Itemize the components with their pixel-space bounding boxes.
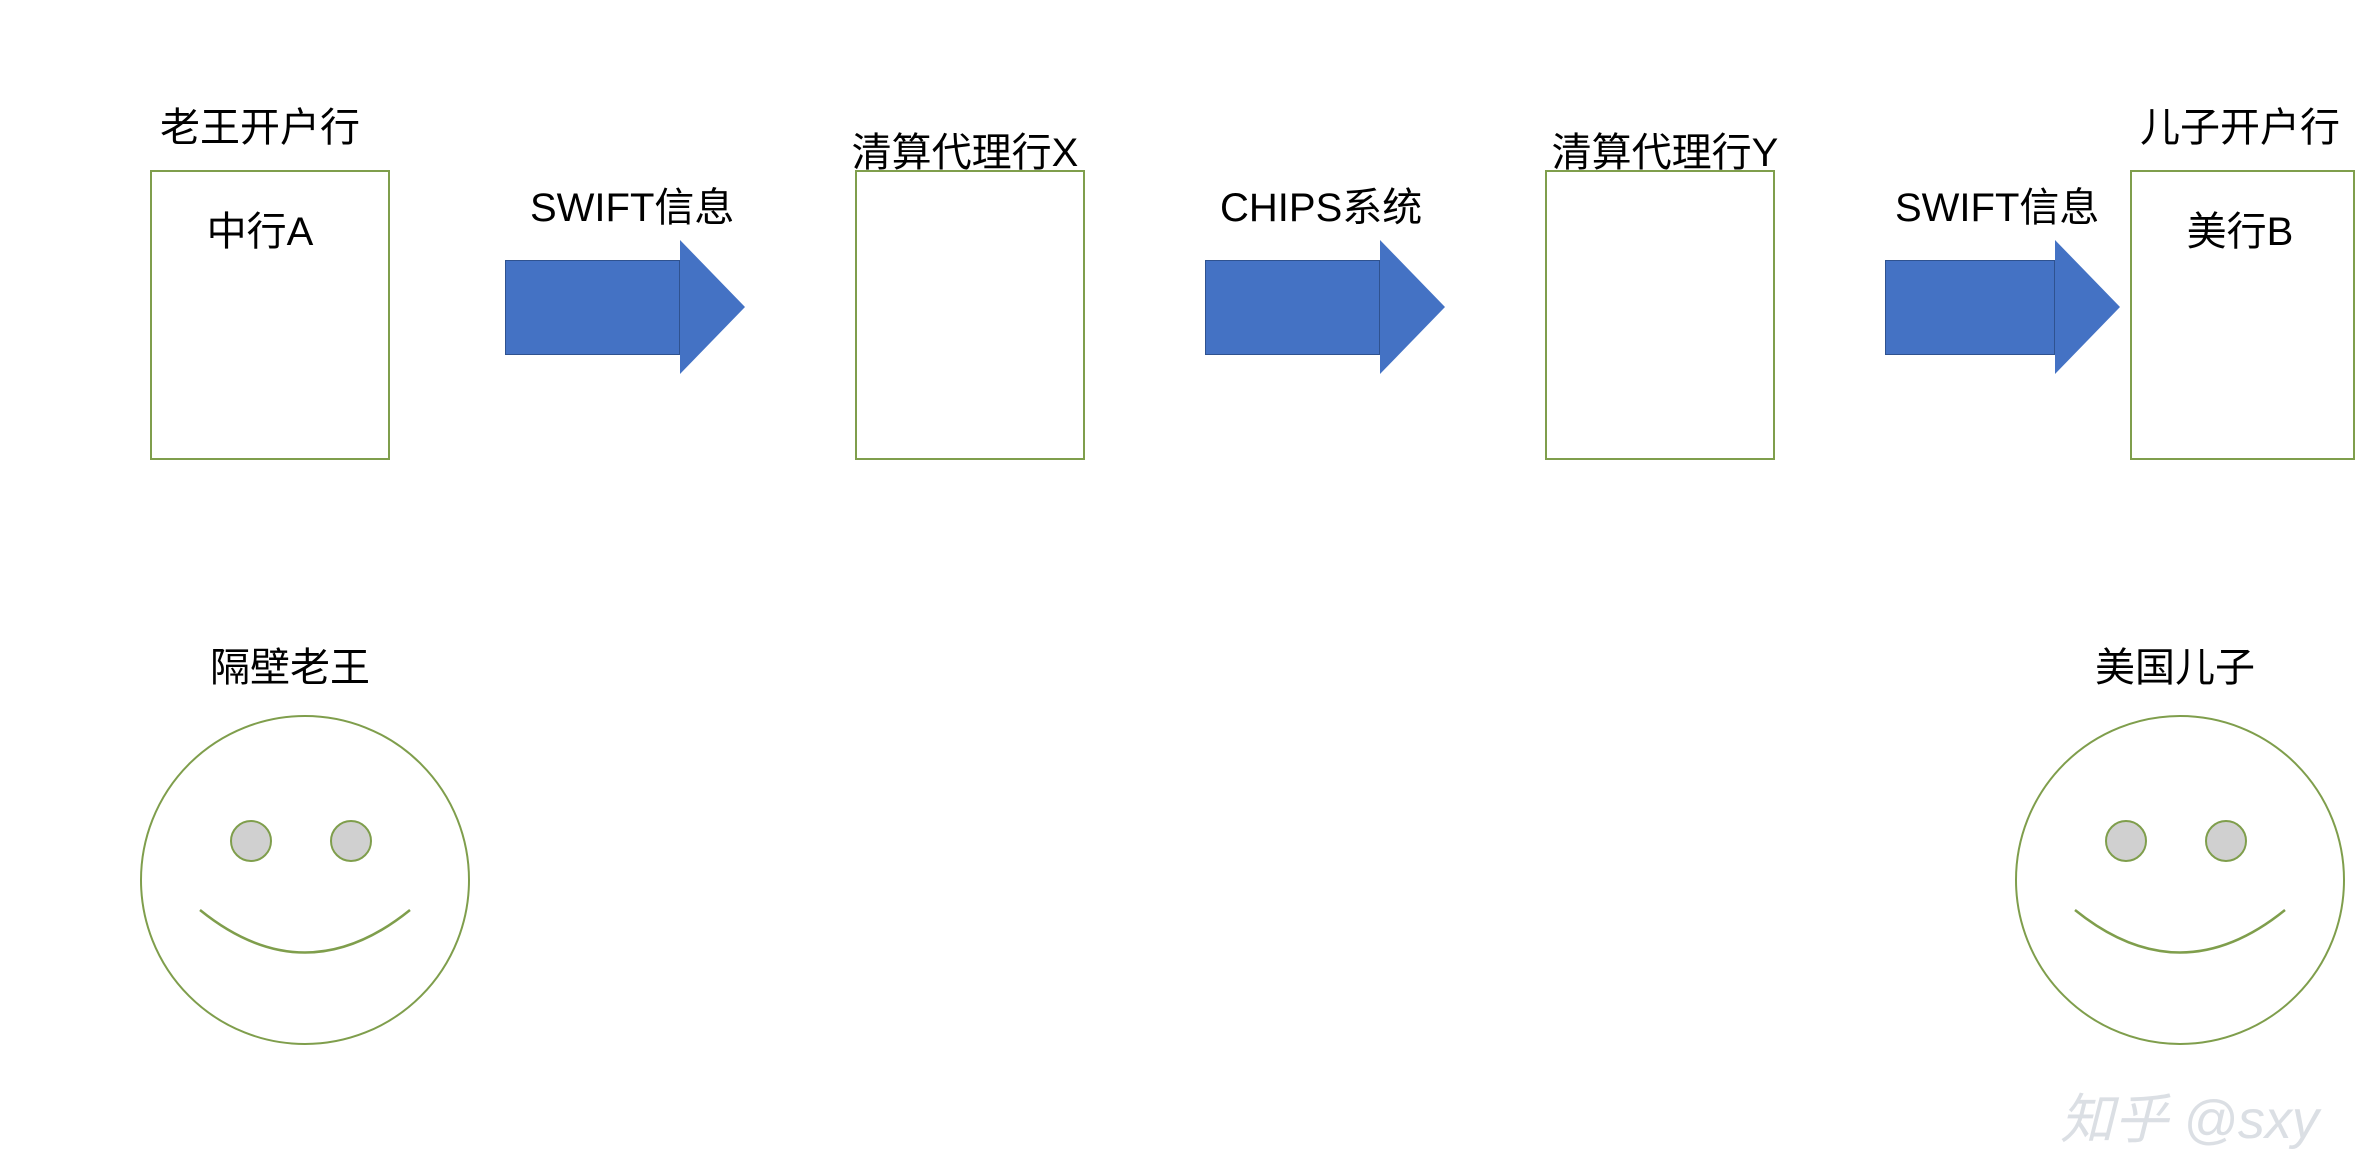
box-bank-b [2130, 170, 2355, 460]
arrow-label-3: SWIFT信息 [1895, 175, 2099, 233]
face-label-laowang: 隔壁老王 [210, 635, 370, 693]
smile-laowang [190, 900, 420, 990]
eye-left-son [2105, 820, 2147, 862]
box-agent-x [855, 170, 1085, 460]
smile-son [2065, 900, 2295, 990]
box-label-line1: 老王开户行 [160, 106, 360, 150]
box-label-line1: 清算代理行Y [1552, 131, 1779, 175]
watermark: 知乎 @sxy [2060, 1075, 2319, 1154]
box-agent-y [1545, 170, 1775, 460]
box-label-line1: 清算代理行X [852, 131, 1079, 175]
face-label-son: 美国儿子 [2095, 635, 2255, 693]
box-label-line1: 儿子开户行 [2140, 106, 2340, 150]
box-bank-a [150, 170, 390, 460]
arrow-label-1: SWIFT信息 [530, 175, 734, 233]
eye-right-laowang [330, 820, 372, 862]
box-label-agent-x: 清算代理行X [790, 75, 1140, 179]
eye-left-laowang [230, 820, 272, 862]
face-laowang [140, 715, 470, 1045]
arrow-label-2: CHIPS系统 [1220, 175, 1422, 233]
box-label-agent-y: 清算代理行Y [1490, 75, 1840, 179]
eye-right-son [2205, 820, 2247, 862]
face-son [2015, 715, 2345, 1045]
